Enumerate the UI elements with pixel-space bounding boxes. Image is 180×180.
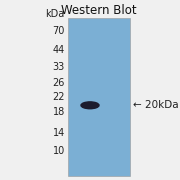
Text: 26: 26 [52, 78, 65, 88]
Text: Western Blot: Western Blot [61, 4, 137, 17]
Text: ← 20kDa: ← 20kDa [133, 100, 179, 110]
Ellipse shape [81, 102, 99, 109]
Text: 33: 33 [53, 62, 65, 72]
Text: 14: 14 [53, 128, 65, 138]
Text: 22: 22 [52, 92, 65, 102]
Text: 44: 44 [53, 45, 65, 55]
Text: 70: 70 [52, 26, 65, 36]
Bar [68, 18, 130, 176]
Text: 18: 18 [53, 107, 65, 117]
Text: kDa: kDa [46, 9, 65, 19]
Text: 10: 10 [53, 146, 65, 156]
